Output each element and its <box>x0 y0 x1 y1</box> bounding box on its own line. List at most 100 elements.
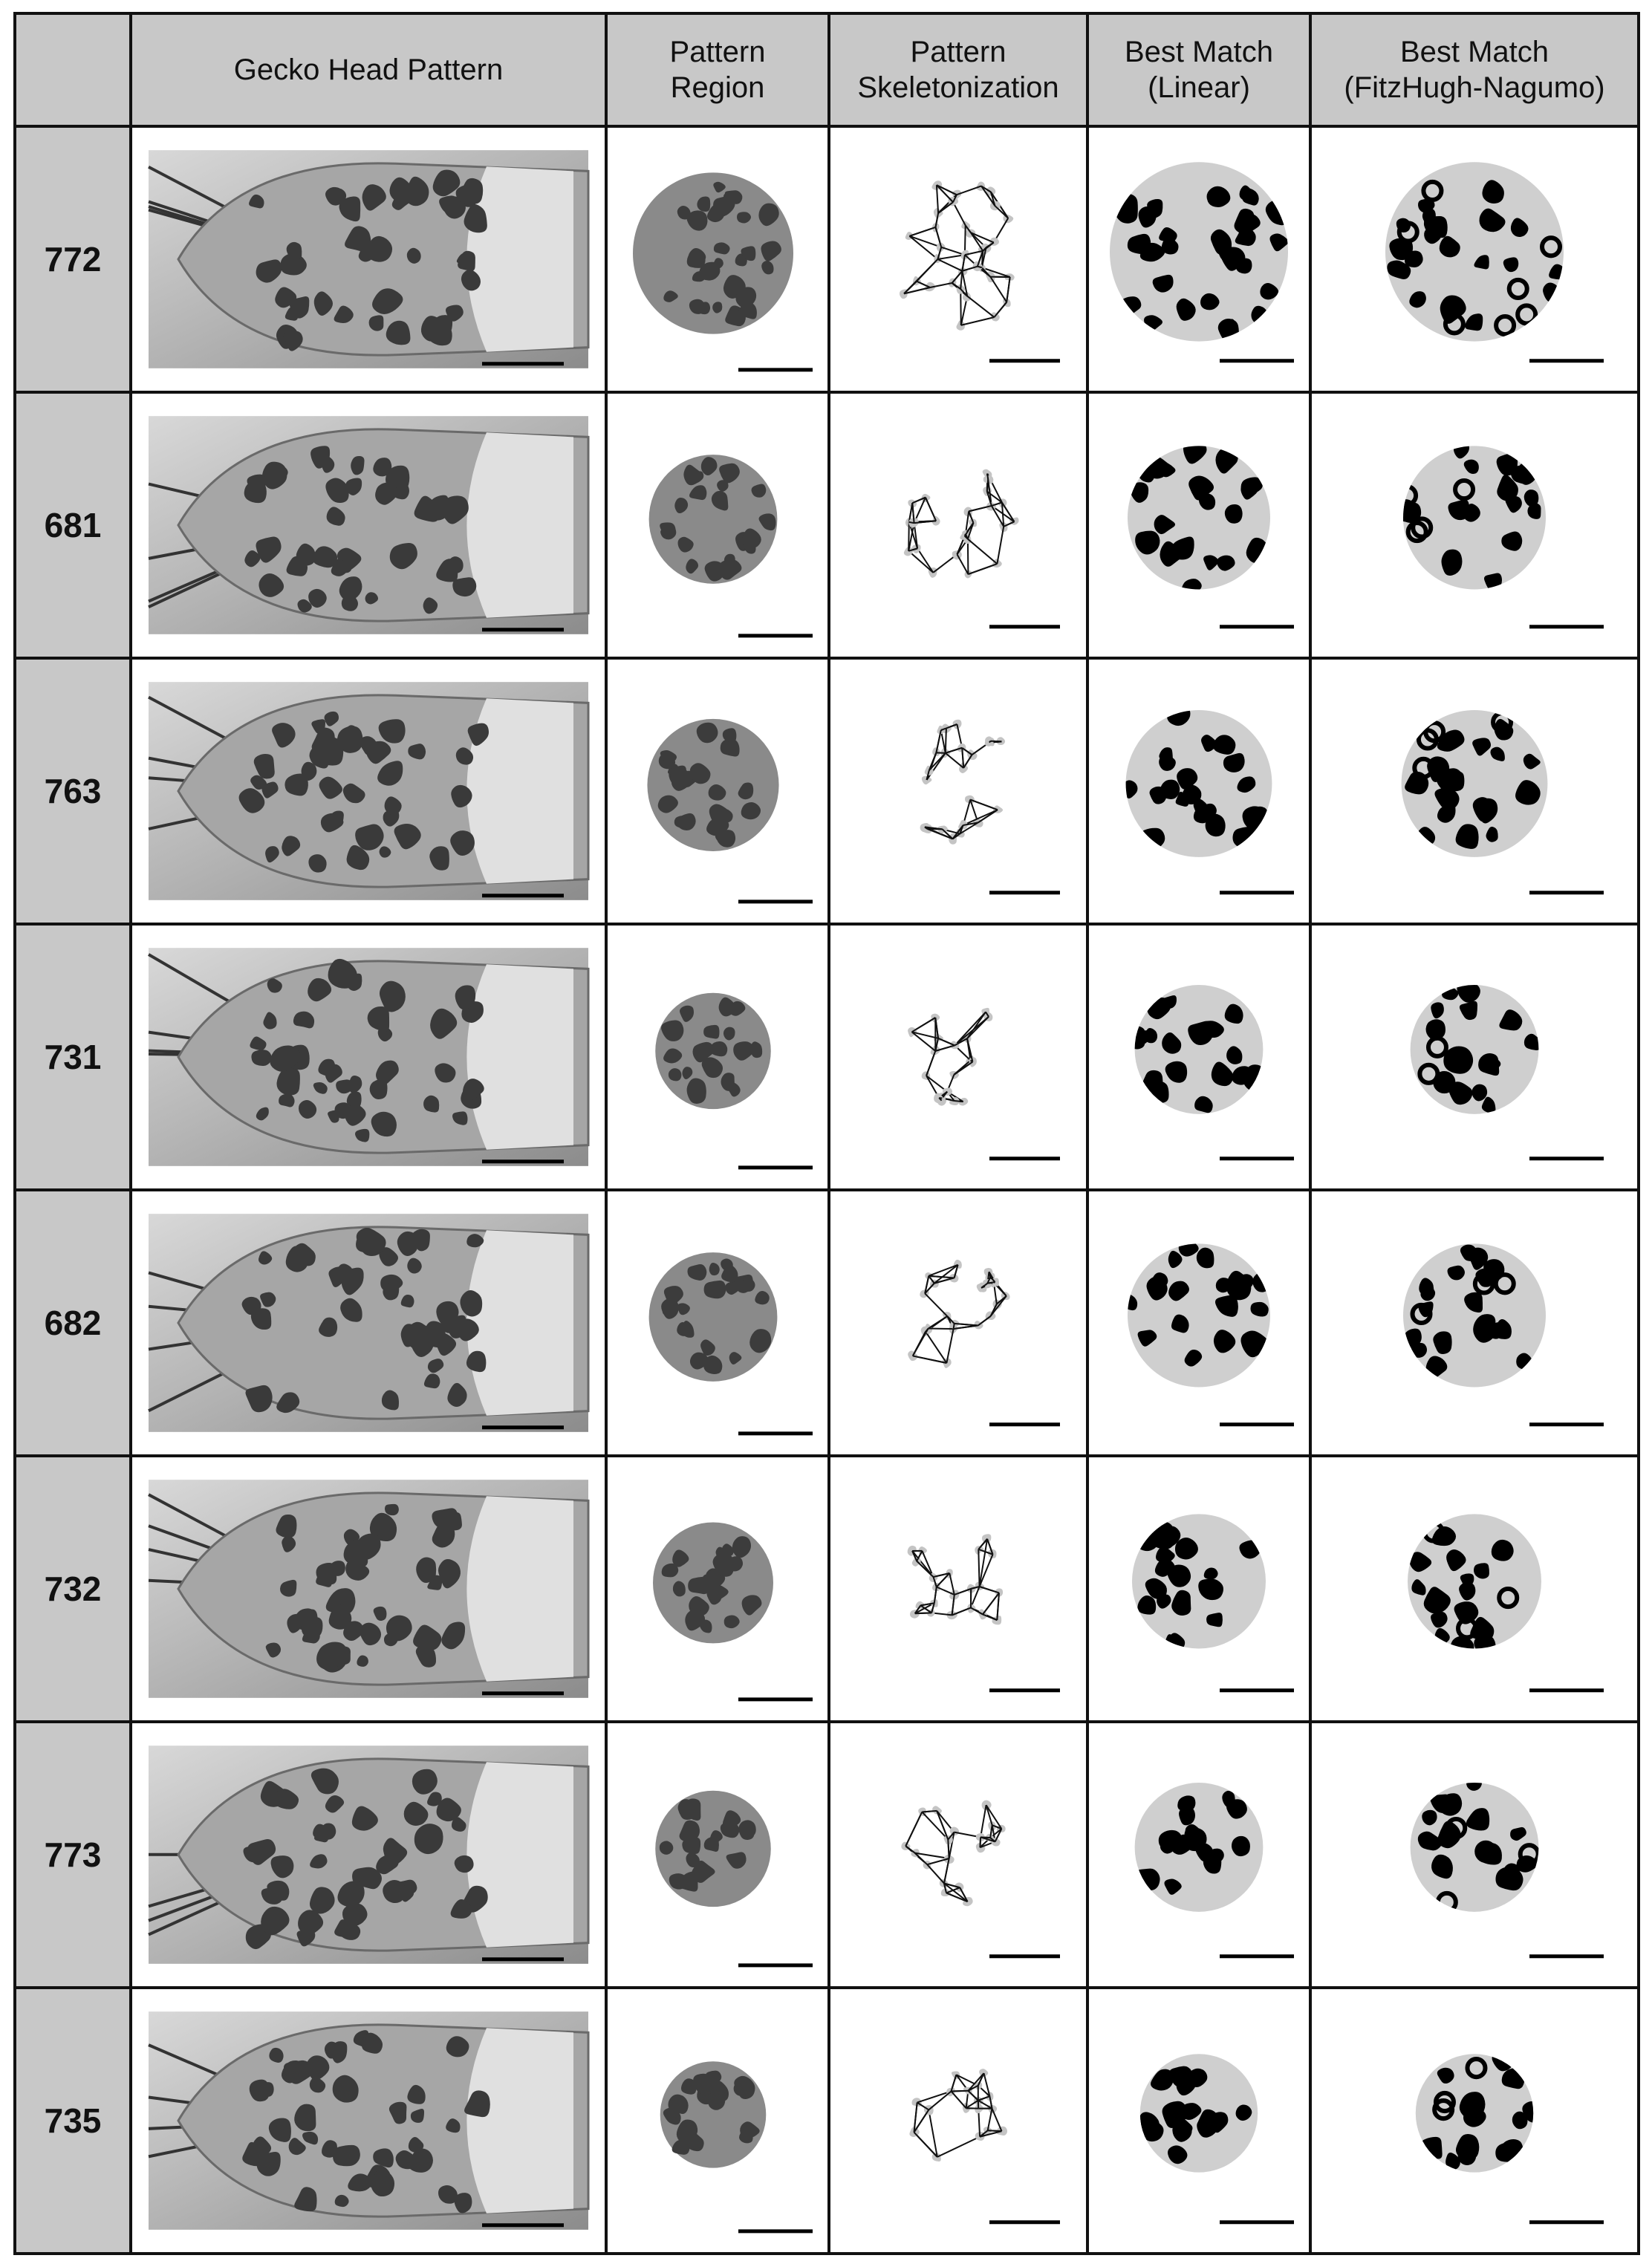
simulated-disc <box>1128 1243 1270 1388</box>
best-match-linear-image <box>1086 1986 1312 2255</box>
region-spots <box>661 1536 762 1633</box>
best-match-fhn-image <box>1309 1720 1640 1989</box>
table-body: 772 681 763 731 682 732 773 735 <box>13 125 1640 2255</box>
head-spots <box>244 446 477 614</box>
specimen-id: 735 <box>13 1986 132 2255</box>
best-match-linear-image <box>1086 657 1312 926</box>
skeletonization-image <box>827 657 1089 926</box>
table-row: 773 <box>13 1720 1640 1989</box>
header-skeletonization: Pattern Skeletonization <box>827 12 1089 128</box>
head-spots <box>241 1228 487 1414</box>
specimen-id: 732 <box>13 1454 132 1723</box>
best-match-fhn-image <box>1309 391 1640 660</box>
simulated-spots <box>1139 2066 1252 2164</box>
neck-band <box>466 698 573 884</box>
skeletonization-image <box>827 923 1089 1191</box>
neck-band <box>466 964 573 1150</box>
region-spots <box>659 1798 756 1892</box>
head-spots <box>243 1768 488 1950</box>
table-row: 681 <box>13 391 1640 660</box>
neck-band <box>466 1762 573 1948</box>
simulated-disc <box>1125 709 1272 857</box>
gecko-head-photo <box>129 1188 608 1457</box>
skeleton-graph <box>901 1800 1006 1907</box>
table-row: 735 <box>13 1986 1640 2255</box>
skeletonization-image <box>827 391 1089 660</box>
specimen-id: 682 <box>13 1188 132 1457</box>
best-match-linear-image <box>1086 125 1312 394</box>
skeleton-graph <box>908 1259 1010 1368</box>
skeletonization-image <box>827 1986 1089 2255</box>
figure-table: Gecko Head Pattern Pattern Region Patter… <box>13 12 1640 2255</box>
neck-band <box>466 432 573 618</box>
table-row: 772 <box>13 125 1640 394</box>
gecko-head-photo <box>129 1720 608 1989</box>
table-row: 682 <box>13 1188 1640 1457</box>
head-spots <box>238 711 490 873</box>
header-corner <box>13 12 132 128</box>
region-spots <box>663 2070 760 2155</box>
head-spots <box>249 169 487 351</box>
best-match-linear-image <box>1086 1720 1312 1989</box>
best-match-linear-image <box>1086 391 1312 660</box>
header-best-match-fhn: Best Match (FitzHugh-Nagumo) <box>1309 12 1640 128</box>
gecko-head-photo <box>129 1454 608 1723</box>
region-spots <box>657 722 761 848</box>
skeleton-graph <box>909 2069 1008 2162</box>
table-row: 731 <box>13 923 1640 1191</box>
best-match-linear-image <box>1086 1188 1312 1457</box>
simulated-spots <box>1405 711 1541 849</box>
pattern-region-image <box>605 1454 830 1723</box>
gecko-head-photo <box>129 125 608 394</box>
neck-band <box>466 1230 573 1416</box>
table-row: 763 <box>13 657 1640 926</box>
pattern-region-image <box>605 923 830 1191</box>
skeleton-graph <box>899 180 1015 331</box>
region-spots <box>661 997 763 1104</box>
specimen-id: 773 <box>13 1720 132 1989</box>
region-spots <box>661 1258 772 1374</box>
best-match-fhn-image <box>1309 1454 1640 1723</box>
gecko-head-photo <box>129 1986 608 2255</box>
head-spots <box>250 958 484 1142</box>
neck-band <box>466 2028 573 2213</box>
skeletonization-image <box>827 1188 1089 1457</box>
pattern-region-image <box>605 1986 830 2255</box>
simulated-spots <box>1403 1244 1534 1379</box>
simulated-spots <box>1134 995 1264 1113</box>
gecko-head-photo <box>129 657 608 926</box>
simulated-spots <box>1128 1243 1270 1367</box>
neck-band <box>466 166 573 352</box>
header-head-pattern: Gecko Head Pattern <box>129 12 608 128</box>
gecko-head-photo <box>129 923 608 1191</box>
region-spots <box>663 181 781 327</box>
skeletonization-image <box>827 125 1089 394</box>
pattern-region-image <box>605 125 830 394</box>
gecko-head-photo <box>129 391 608 660</box>
header-pattern-region: Pattern Region <box>605 12 830 128</box>
simulated-spots <box>1408 1520 1520 1649</box>
skeletonization-image <box>827 1454 1089 1723</box>
best-match-linear-image <box>1086 1454 1312 1723</box>
pattern-region-image <box>605 1720 830 1989</box>
skeleton-graph <box>907 1534 1004 1625</box>
region-disc <box>648 455 778 584</box>
neck-band <box>466 1496 573 1682</box>
region-spots <box>660 457 776 582</box>
simulated-spots <box>1417 1783 1539 1912</box>
best-match-fhn-image <box>1309 657 1640 926</box>
pattern-region-image <box>605 1188 830 1457</box>
specimen-id: 763 <box>13 657 132 926</box>
simulated-spots <box>1417 985 1539 1113</box>
table-row: 732 <box>13 1454 1640 1723</box>
pattern-region-image <box>605 657 830 926</box>
skeleton-graph <box>903 469 1019 579</box>
best-match-fhn-image <box>1309 1986 1640 2255</box>
best-match-fhn-image <box>1309 1188 1640 1457</box>
skeletonization-image <box>827 1720 1089 1989</box>
specimen-id: 681 <box>13 391 132 660</box>
specimen-id: 772 <box>13 125 132 394</box>
skeleton-graph <box>908 1007 993 1106</box>
simulated-spots <box>1387 179 1564 337</box>
skeleton-graph <box>920 719 1006 845</box>
